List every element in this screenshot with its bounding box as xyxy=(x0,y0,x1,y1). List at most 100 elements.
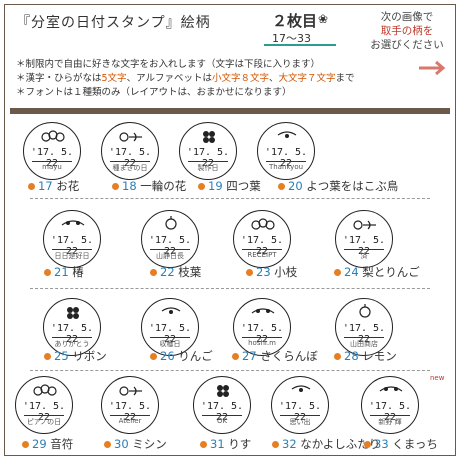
bullet-dot xyxy=(44,353,51,360)
next-image-note: 次の画像で 取手の柄を お選びください xyxy=(370,11,444,51)
stamp-divider-line xyxy=(202,415,242,416)
stamp-18[interactable]: '17. 5. 22 種まきの日 xyxy=(101,122,159,180)
stamp-custom-text: Atelier xyxy=(118,417,142,425)
stamp-custom-text: RECEIPT xyxy=(247,251,277,259)
stamp-date: '17. 5. 22 xyxy=(148,235,192,257)
stamp-motif-icon xyxy=(41,130,65,142)
stamp-custom-text: 済 xyxy=(360,252,368,260)
bullet-dot xyxy=(198,183,205,190)
stamp-24[interactable]: '17. 5. 22 済 xyxy=(335,210,393,268)
stamp-name: 椿 xyxy=(72,265,84,279)
stamp-date: '17. 5. 22 xyxy=(342,323,386,345)
stamp-name: よつ葉をはこぶ鳥 xyxy=(306,179,399,193)
stamp-name: リボン xyxy=(72,349,107,363)
stamp-date: '17. 5. 22 xyxy=(240,235,284,257)
stamp-custom-text: mayu xyxy=(42,163,62,171)
row-separator xyxy=(30,198,430,199)
stamp-label-22: 22 枝葉 xyxy=(150,264,201,280)
bullet-dot xyxy=(278,183,285,190)
stamp-30[interactable]: '17. 5. 22 Atelier xyxy=(101,376,159,434)
stamp-name: なかよしふたり xyxy=(300,437,381,451)
stamp-motif-icon xyxy=(161,307,181,314)
bullet-dot xyxy=(272,441,279,448)
stamp-divider-line xyxy=(344,337,384,338)
stamp-name: レモン xyxy=(362,349,397,363)
stamp-number: 25 xyxy=(54,349,73,363)
stamp-name: ミシン xyxy=(132,437,167,451)
note-2: ＊漢字・ひらがなは5文字、アルファベットは小文字８文字、大文字７文字まで xyxy=(16,73,355,84)
new-badge: new xyxy=(430,374,445,382)
stamp-label-27: 27 さくらんぼ xyxy=(232,348,318,364)
stamp-label-25: 25 リボン xyxy=(44,348,107,364)
stamp-25[interactable]: '17. 5. 22 ありがとう xyxy=(43,298,101,356)
stamp-name: 音符 xyxy=(50,437,74,451)
stamp-26[interactable]: '17. 5. 22 収穫日 xyxy=(141,298,199,356)
bullet-dot xyxy=(334,353,341,360)
bullet-dot xyxy=(200,441,207,448)
stamp-date: '17. 5. 22 xyxy=(186,147,230,169)
stamp-number: 19 xyxy=(208,179,227,193)
stamp-date: '17. 5. 22 xyxy=(50,235,94,257)
stamp-divider-line xyxy=(242,249,282,250)
stamp-19[interactable]: '17. 5. 22 製作日 xyxy=(179,122,237,180)
stamp-21[interactable]: '17. 5. 22 日日是好日 xyxy=(43,210,101,268)
stamp-motif-icon xyxy=(277,131,297,138)
stamp-20[interactable]: '17. 5. 22 Thankyou xyxy=(257,122,315,180)
stamp-29[interactable]: '17. 5. 22 ピアノの日 xyxy=(15,376,73,434)
stamp-date: '17. 5. 22 xyxy=(108,401,152,423)
page-title: 『分室の日付スタンプ』絵柄 xyxy=(16,15,211,31)
stamp-name: くまっち xyxy=(392,437,438,451)
arrow-right-icon[interactable] xyxy=(418,60,446,76)
stamp-divider-line xyxy=(242,337,282,338)
stamp-name: 小枝 xyxy=(274,265,298,279)
stamp-date: '17. 5. 22 xyxy=(108,147,152,169)
stamp-33[interactable]: '17. 5. 22 新野 輝 xyxy=(361,376,419,434)
stamp-28[interactable]: '17. 5. 22 山田商店 xyxy=(335,298,393,356)
stamp-custom-text: 製作日 xyxy=(197,164,219,172)
stamp-divider-line xyxy=(52,249,92,250)
stamp-date: '17. 5. 22 xyxy=(264,147,308,169)
stamp-17[interactable]: '17. 5. 22 mayu xyxy=(23,122,81,180)
bullet-dot xyxy=(334,269,341,276)
stamp-divider-line xyxy=(52,337,92,338)
stamp-label-28: 28 レモン xyxy=(334,348,397,364)
stamp-number: 32 xyxy=(282,437,301,451)
top-divider xyxy=(10,108,450,126)
page-frame xyxy=(4,4,456,456)
stamp-motif-icon xyxy=(359,304,371,318)
stamp-name: 四つ葉 xyxy=(226,179,261,193)
stamp-name: 枝葉 xyxy=(178,265,202,279)
stamp-27[interactable]: '17. 5. 22 hoshi.m xyxy=(233,298,291,356)
stamp-number: 30 xyxy=(114,437,133,451)
stamp-divider-line xyxy=(344,249,384,250)
stamp-number: 22 xyxy=(160,265,179,279)
stamp-32[interactable]: '17. 5. 22 思い出 xyxy=(271,376,329,434)
stamp-name: りす xyxy=(228,437,252,451)
stamp-name: りんご xyxy=(178,349,213,363)
stamp-name: さくらんぼ xyxy=(260,349,318,363)
stamp-divider-line xyxy=(110,415,150,416)
notes: ＊制限内で自由に好きな文字をお入れします（文字は下段に入ります） ＊漢字・ひらが… xyxy=(16,58,355,100)
stamp-31[interactable]: '17. 5. 22 OK xyxy=(193,376,251,434)
stamp-number: 29 xyxy=(32,437,51,451)
note-1: ＊制限内で自由に好きな文字をお入れします（文字は下段に入ります） xyxy=(16,59,321,70)
stamp-date: '17. 5. 22 xyxy=(240,323,284,345)
stamp-motif-icon xyxy=(291,385,311,392)
stamp-motif-icon xyxy=(61,220,85,226)
stamp-label-29: 29 音符 xyxy=(22,436,73,452)
stamp-name: 梨とりんご xyxy=(362,265,420,279)
row-separator xyxy=(30,370,430,371)
stamp-date: '17. 5. 22 xyxy=(148,323,192,345)
stamp-motif-icon xyxy=(379,386,403,392)
stamp-motif-icon xyxy=(67,307,79,319)
bullet-dot xyxy=(232,353,239,360)
stamp-23[interactable]: '17. 5. 22 RECEIPT xyxy=(233,210,291,268)
stamp-22[interactable]: '17. 5. 22 山静日長 xyxy=(141,210,199,268)
stamp-custom-text: OK xyxy=(216,417,228,425)
stamp-motif-icon xyxy=(353,220,376,230)
stamp-custom-text: 山田商店 xyxy=(350,340,378,348)
stamp-number: 24 xyxy=(344,265,363,279)
clover-icon: ❀ xyxy=(318,12,329,26)
stamp-motif-icon xyxy=(251,308,275,314)
stamp-divider-line xyxy=(266,161,306,162)
